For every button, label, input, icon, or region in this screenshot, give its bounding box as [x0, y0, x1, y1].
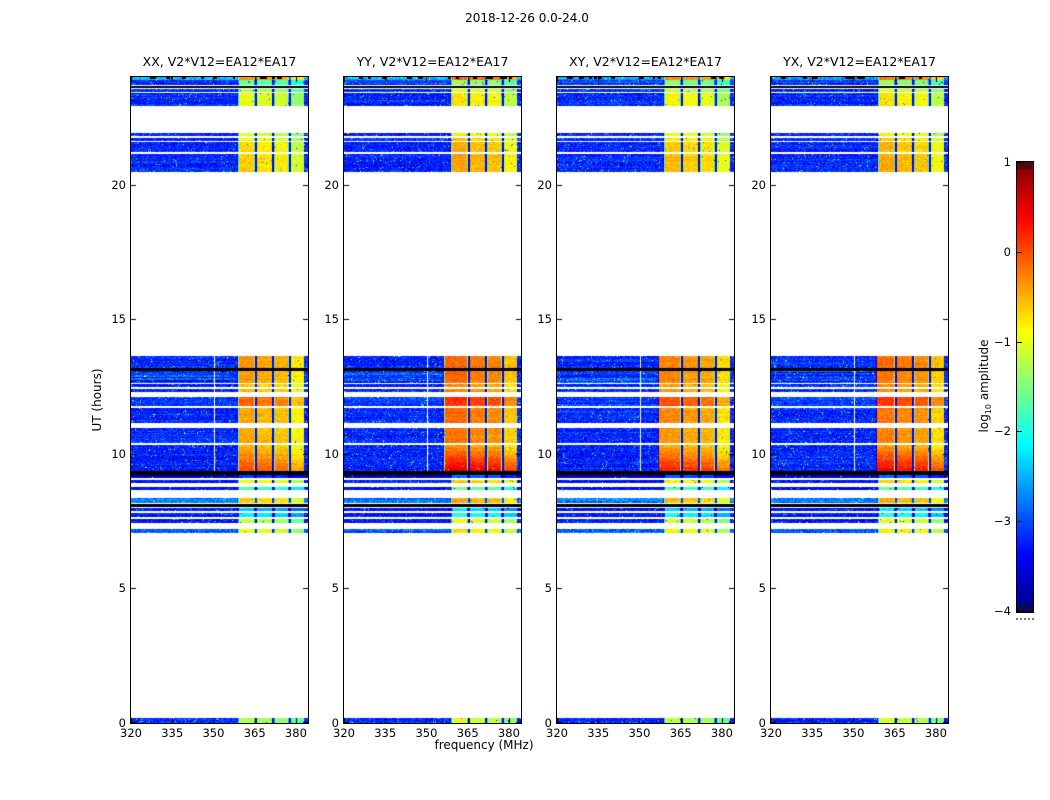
- x-tick-label: 380: [924, 726, 947, 740]
- colorbar-tick-mark: [1017, 431, 1022, 432]
- y-tick-label: 5: [118, 581, 126, 596]
- spectrogram-canvas-1: [344, 77, 521, 723]
- y-tick-label: 20: [751, 177, 766, 192]
- figure-title: 2018-12-26 0.0-24.0: [465, 11, 589, 25]
- y-tick-label: 10: [111, 446, 126, 461]
- panel-plot-3: [770, 76, 949, 724]
- colorbar-label-suffix: amplitude: [976, 339, 991, 404]
- y-tick-label: 10: [751, 446, 766, 461]
- colorbar-tick-label: −4: [994, 604, 1011, 618]
- x-tick-label: 335: [587, 726, 610, 740]
- colorbar-tick-label: −3: [994, 514, 1011, 529]
- colorbar-tick-mark: [1017, 162, 1022, 163]
- x-tick-label: 320: [120, 726, 142, 740]
- y-tick-label: 20: [537, 177, 552, 192]
- x-tick-label: 350: [202, 726, 225, 740]
- spectrogram-canvas-0: [131, 77, 308, 723]
- x-tick-label: 380: [284, 726, 307, 740]
- panel-plot-1: [343, 76, 522, 724]
- y-tick-label: 5: [544, 581, 552, 596]
- x-tick-label: 320: [333, 726, 355, 740]
- x-tick-label: 365: [456, 726, 479, 740]
- spectrogram-canvas-2: [557, 77, 734, 723]
- x-tick-label: 365: [883, 726, 906, 740]
- colorbar-tick-mark: [1017, 252, 1022, 253]
- x-tick-label: 365: [669, 726, 692, 740]
- y-tick-label: 0: [544, 716, 552, 730]
- colorbar-label: log10 amplitude: [977, 340, 993, 433]
- y-tick-label: 0: [331, 716, 339, 730]
- y-tick-label: 0: [118, 716, 126, 730]
- y-tick-label: 5: [758, 581, 766, 596]
- y-tick-label: 15: [751, 312, 766, 327]
- colorbar-gradient: [1017, 162, 1033, 612]
- y-tick-label: 20: [111, 177, 126, 192]
- y-tick-label: 0: [758, 716, 766, 730]
- colorbar-tick-mark: [1017, 611, 1022, 612]
- colorbar-tick-mark: [1017, 342, 1022, 343]
- x-tick-label: 350: [415, 726, 438, 740]
- x-tick-label: 335: [374, 726, 397, 740]
- x-tick-label: 320: [546, 726, 568, 740]
- y-tick-label: 15: [111, 312, 126, 327]
- colorbar: [1016, 161, 1034, 613]
- colorbar-tick-mark: [1017, 521, 1022, 522]
- y-tick-label: 15: [324, 312, 339, 327]
- x-tick-label: 380: [710, 726, 733, 740]
- y-tick-label: 15: [537, 312, 552, 327]
- colorbar-tick-label: −2: [994, 424, 1011, 439]
- colorbar-label-sub: 10: [984, 403, 994, 415]
- y-tick-label: 5: [331, 581, 339, 596]
- y-tick-label: 20: [324, 177, 339, 192]
- panel-title-1: YY, V2*V12=EA12*EA17: [356, 54, 509, 69]
- colorbar-label-prefix: log: [976, 414, 991, 433]
- panel-title-2: XY, V2*V12=EA12*EA17: [569, 54, 722, 69]
- x-tick-label: 320: [760, 726, 782, 740]
- x-tick-label: 350: [628, 726, 651, 740]
- x-axis-label: frequency (MHz): [434, 738, 534, 752]
- panel-title-0: XX, V2*V12=EA12*EA17: [142, 54, 297, 69]
- y-tick-label: 10: [324, 446, 339, 461]
- y-tick-label: 10: [537, 446, 552, 461]
- colorbar-extend-dots: [1016, 618, 1034, 620]
- panel-plot-2: [556, 76, 735, 724]
- colorbar-tick-label: 0: [1003, 244, 1011, 259]
- panel-title-3: YX, V2*V12=EA12*EA17: [783, 54, 936, 69]
- panel-plot-0: [130, 76, 309, 724]
- x-tick-label: 365: [243, 726, 266, 740]
- x-tick-label: 380: [497, 726, 520, 740]
- x-tick-label: 335: [801, 726, 824, 740]
- colorbar-tick-label: −1: [994, 334, 1011, 349]
- y-axis-label: UT (hours): [90, 368, 104, 432]
- spectrogram-canvas-3: [771, 77, 948, 723]
- x-tick-label: 335: [161, 726, 184, 740]
- colorbar-tick-label: 1: [1003, 155, 1011, 169]
- x-tick-label: 350: [842, 726, 865, 740]
